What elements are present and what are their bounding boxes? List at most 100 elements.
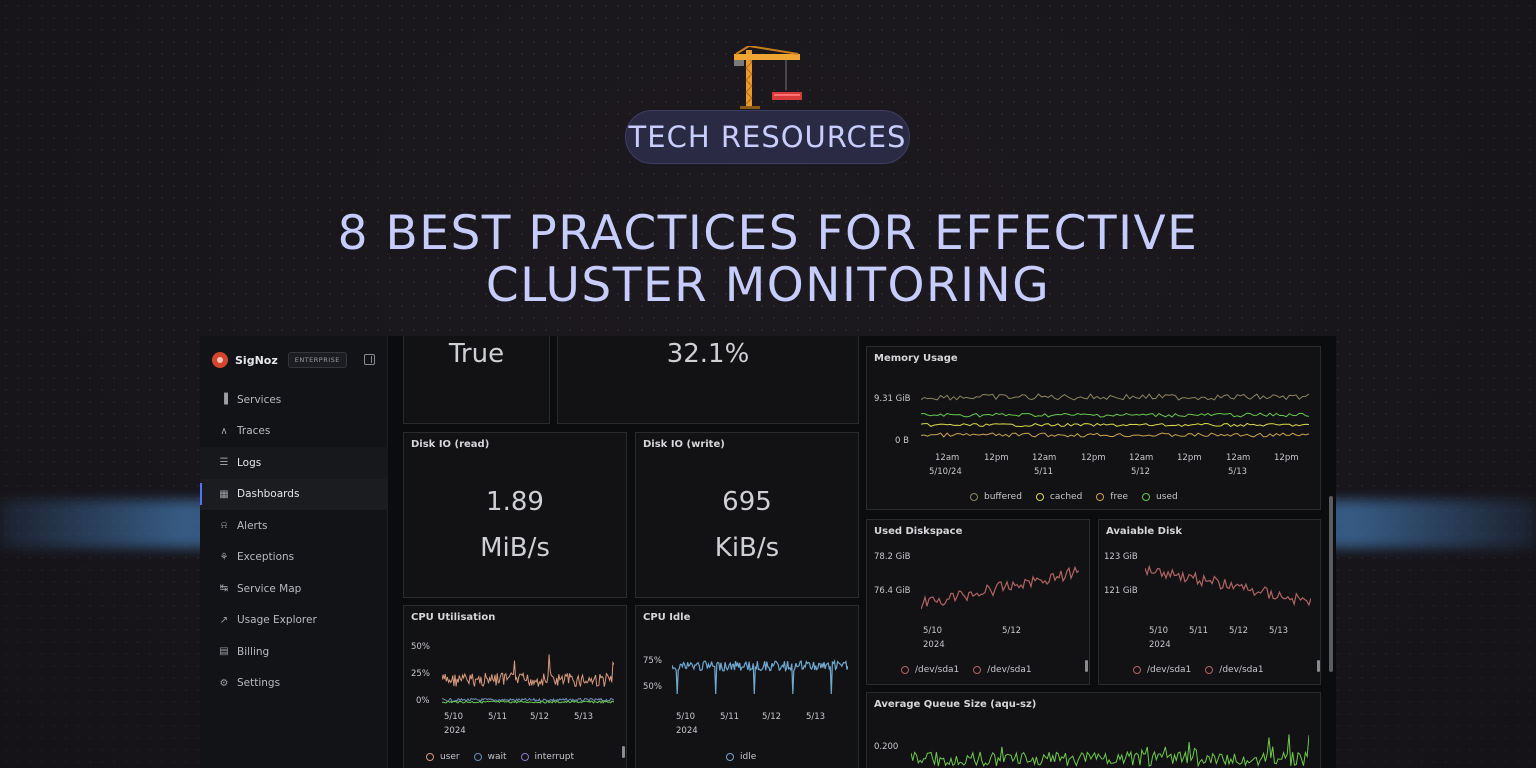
sidebar-item-logs[interactable]: ☰ Logs [200,447,388,479]
series-cached-line [921,422,1309,428]
legend-item-user[interactable]: user [426,752,460,762]
legend-item-sda1[interactable]: /dev/sda1 [1133,665,1191,675]
sidebar-item-services[interactable]: ▐ Services [200,384,388,416]
line-chart-icon: ↗ [219,614,229,626]
panel-available-disk[interactable]: Avaiable Disk 123 GiB 121 GiB 5/10 5/11 … [1098,519,1321,685]
x-tick: 5/10 [444,712,464,722]
brand[interactable]: SigNoz ENTERPRISE [212,352,347,368]
x-tick: 5/11 [720,712,740,722]
brand-name: SigNoz [235,353,278,367]
x-tick: 12pm [1274,453,1299,463]
sidebar-item-service-map[interactable]: ↹ Service Map [200,573,388,605]
legend-item-sda1[interactable]: /dev/sda1 [1205,665,1264,675]
y-tick: 76.4 GiB [874,586,911,596]
x-tick: 5/11 [1189,626,1209,636]
series-sda1-line [921,565,1079,610]
series-user-line [442,654,614,687]
dashboard-scrollbar[interactable] [1329,496,1333,672]
sidebar-item-label: Service Map [237,582,302,595]
x-tick: 12pm [1081,453,1106,463]
panel-status[interactable]: True [403,336,550,424]
crane-icon [734,46,802,109]
route-icon: ↹ [219,583,229,595]
x-year: 2024 [444,726,466,736]
legend-item-buffered[interactable]: buffered [970,492,1022,502]
bell-icon: ⍾ [220,520,228,532]
sidebar-item-label: Logs [237,456,262,469]
y-tick: 121 GiB [1104,586,1138,596]
sidebar-item-label: Traces [237,425,271,438]
panel-disk-io-read[interactable]: Disk IO (read) 1.89 MiB/s [403,432,627,598]
x-tick: 5/10 [676,712,696,722]
sidebar-item-settings[interactable]: ⚙ Settings [200,668,388,700]
panel-disk-io-write[interactable]: Disk IO (write) 695 KiB/s [635,432,859,598]
panel-percent[interactable]: 32.1% [557,336,859,424]
used-disk-plot [921,565,1079,610]
x-year: 2024 [923,640,945,650]
sidebar-item-dashboards[interactable]: ▦ Dashboards [200,478,388,510]
y-tick: 25% [411,669,430,679]
legend-item-used[interactable]: used [1142,492,1178,502]
sidebar-item-traces[interactable]: ∧ Traces [200,416,388,448]
sidebar-item-billing[interactable]: ▤ Billing [200,636,388,668]
x-tick: 5/13 [1269,626,1289,636]
panel-cpu-utilisation[interactable]: CPU Utilisation 50% 25% 0% 5/10 5/11 5/1… [403,605,627,768]
sidebar-item-label: Usage Explorer [237,614,317,627]
chart-legend: /dev/sda1 /dev/sda1 [1133,665,1264,675]
stat-value: 1.89 [486,487,544,517]
legend-item-sda1[interactable]: /dev/sda1 [901,665,959,675]
legend-scrollbar[interactable] [622,746,625,758]
y-tick: 0% [416,696,430,706]
panel-memory-usage[interactable]: Memory Usage 9.31 GiB 0 B 12am 12pm 12am… [866,346,1321,510]
x-tick: 5/13 [574,712,594,722]
cpu-util-plot [442,654,614,704]
receipt-icon: ▤ [219,646,229,658]
panel-cpu-idle[interactable]: CPU Idle 75% 50% 5/10 5/11 5/12 5/13 202… [635,605,859,768]
y-tick: 123 GiB [1104,552,1138,562]
series-used-line [921,412,1309,418]
signoz-logo-icon [212,352,228,368]
legend-item-idle[interactable]: idle [726,752,756,762]
legend-item-cached[interactable]: cached [1035,492,1082,502]
chart-legend: user wait interrupt [426,752,574,762]
legend-item-wait[interactable]: wait [473,752,507,762]
bug-icon: ⚘ [219,551,229,563]
panel-title: Disk IO (write) [643,439,725,450]
legend-scrollbar[interactable] [1317,660,1320,672]
sidebar-collapse-icon[interactable] [364,354,375,365]
queue-plot [911,734,1309,768]
enterprise-tag: ENTERPRISE [287,352,347,368]
panel-average-queue-size[interactable]: Average Queue Size (aqu-sz) 0.200 [866,692,1321,768]
legend-item-interrupt[interactable]: interrupt [520,752,574,762]
x-tick: 12am [1129,453,1154,463]
legend-item-free[interactable]: free [1096,492,1128,502]
headline-line-2: CLUSTER MONITORING [485,258,1051,313]
y-tick: 78.2 GiB [874,552,911,562]
headline-line-1: 8 BEST PRACTICES FOR EFFECTIVE [337,206,1199,261]
y-tick: 50% [411,642,430,652]
legend-scrollbar[interactable] [1085,660,1088,672]
sidebar-item-usage-explorer[interactable]: ↗ Usage Explorer [200,605,388,637]
sidebar-item-exceptions[interactable]: ⚘ Exceptions [200,542,388,574]
series-interrupt-line [442,700,614,704]
sidebar-item-alerts[interactable]: ⍾ Alerts [200,510,388,542]
x-tick: 5/12 [1229,626,1249,636]
grid-icon: ▦ [219,488,229,500]
panel-used-diskspace[interactable]: Used Diskspace 78.2 GiB 76.4 GiB 5/10 5/… [866,519,1090,685]
sidebar-item-label: Billing [237,645,270,658]
sidebar-item-label: Dashboards [237,488,300,501]
series-sda1-line [1145,564,1311,607]
y-tick: 0 B [895,436,909,446]
stat-value: 32.1% [666,339,750,369]
panel-title: Avaiable Disk [1106,526,1183,537]
series-free-line [921,432,1309,438]
chart-legend: buffered cached free used [970,492,1178,502]
x-tick: 5/12 [762,712,782,722]
y-tick: 50% [643,682,662,692]
x-date: 5/13 [1228,467,1248,477]
x-tick: 5/12 [530,712,550,722]
legend-item-sda1[interactable]: /dev/sda1 [973,665,1032,675]
stat-unit: KiB/s [714,533,780,563]
x-tick: 5/13 [806,712,826,722]
x-tick: 12am [1226,453,1251,463]
